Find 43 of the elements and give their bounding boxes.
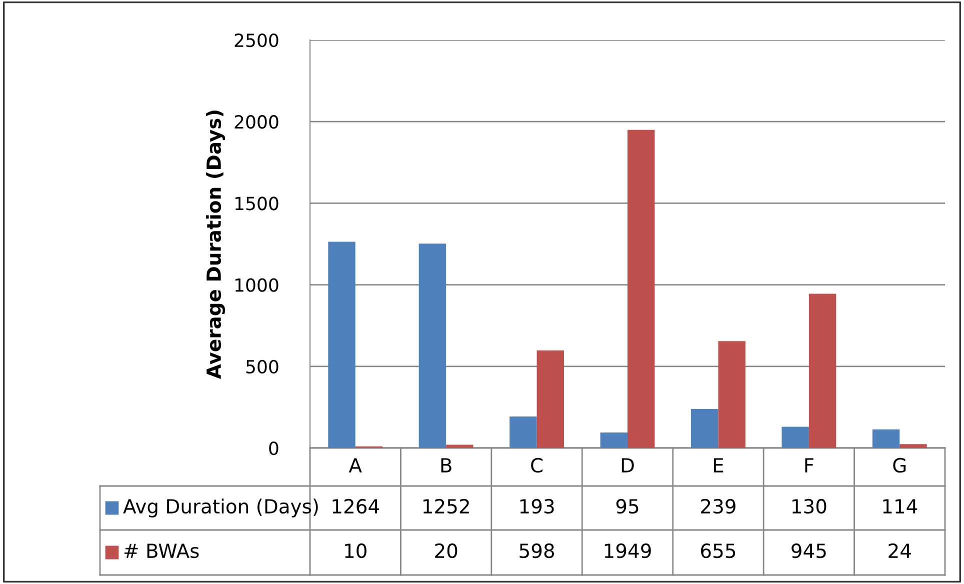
data-label: 24	[888, 543, 911, 558]
y-tick-label: 1000	[235, 278, 278, 292]
data-label: 95	[616, 498, 638, 514]
x-tick-label: F	[805, 458, 814, 472]
data-label: 114	[883, 499, 918, 514]
data-label: 1949	[604, 543, 651, 558]
legend-label: # BWAs	[124, 544, 199, 558]
y-tick-label: 2500	[234, 33, 278, 48]
data-label: 239	[701, 498, 736, 514]
x-tick-label: C	[531, 458, 543, 473]
y-tick-label: 500	[246, 360, 278, 374]
data-label: 655	[701, 543, 736, 558]
data-label: 193	[520, 498, 554, 514]
legend-label: Avg Duration (Days)	[123, 498, 318, 518]
bar	[691, 408, 718, 448]
y-tick-label: 1500	[235, 196, 278, 210]
bar	[718, 341, 746, 448]
bar	[808, 294, 836, 448]
y-tick-label: 2000	[234, 115, 278, 129]
data-label: 945	[792, 543, 826, 558]
x-tick-label: E	[714, 458, 724, 472]
bar	[536, 350, 564, 448]
x-tick-label: A	[348, 458, 362, 472]
x-tick-label: D	[622, 458, 634, 472]
data-label: 130	[792, 498, 826, 514]
bar	[418, 244, 446, 448]
bar	[628, 130, 655, 448]
bar	[510, 416, 537, 448]
data-label: 1264	[332, 498, 380, 514]
data-label: 598	[520, 543, 554, 558]
bar	[328, 242, 356, 448]
y-axis-title: Average Duration (Days)	[206, 110, 225, 379]
data-label: 1252	[423, 498, 469, 514]
x-tick-label: G	[893, 458, 906, 473]
bar	[600, 432, 628, 448]
y-tick-label: 0	[269, 441, 278, 456]
bar	[872, 429, 900, 448]
bar	[446, 444, 474, 448]
data-label: 10	[345, 543, 366, 558]
x-tick-label: B	[441, 458, 452, 472]
data-label: 20	[435, 543, 458, 558]
bar	[782, 426, 809, 448]
bar	[900, 444, 927, 448]
